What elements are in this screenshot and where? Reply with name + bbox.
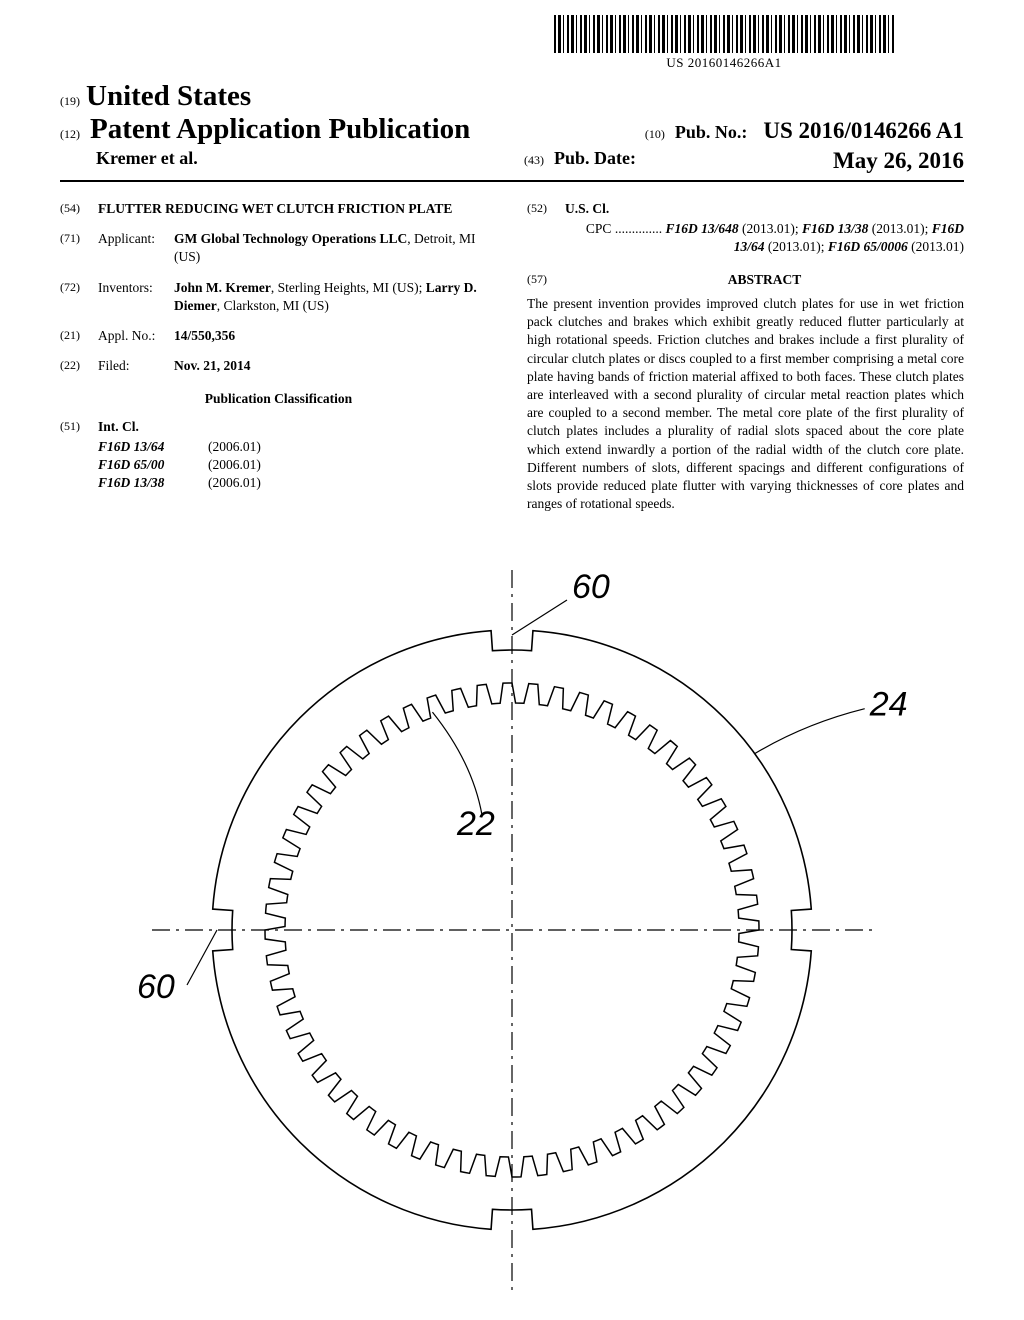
code-19: (19) (60, 94, 80, 109)
pubno-label: Pub. No.: (675, 122, 748, 142)
ipc-year: (2006.01) (208, 456, 261, 474)
ipc-year: (2006.01) (208, 474, 261, 492)
ref-60-top: 60 (572, 568, 610, 606)
code-54: (54) (60, 200, 98, 218)
pubclass-heading: Publication Classification (60, 390, 497, 408)
applno-label: Appl. No.: (98, 327, 174, 345)
field-72: (72) Inventors: John M. Kremer, Sterling… (60, 279, 497, 315)
ref-24: 24 (869, 686, 908, 724)
code-21: (21) (60, 327, 98, 345)
cpc-text: CPC .............. F16D 13/648 (2013.01)… (586, 221, 964, 254)
cpc-code: F16D 13/648 (665, 221, 738, 236)
field-54: (54) FLUTTER REDUCING WET CLUTCH FRICTIO… (60, 200, 497, 218)
code-12: (12) (60, 127, 80, 141)
field-71: (71) Applicant: GM Global Technology Ope… (60, 230, 497, 266)
code-52: (52) (527, 200, 565, 218)
ipc-row: F16D 65/00(2006.01) (98, 456, 497, 474)
code-43: (43) (524, 153, 544, 167)
inventors-header: Kremer et al. (96, 148, 198, 169)
country: United States (86, 80, 251, 113)
code-10: (10) (645, 127, 665, 141)
pubdate-value: May 26, 2016 (833, 148, 964, 174)
publication-type: Patent Application Publication (90, 113, 470, 145)
filed-label: Filed: (98, 357, 174, 375)
code-57: (57) (527, 271, 565, 295)
ref-22: 22 (456, 805, 495, 843)
field-21: (21) Appl. No.: 14/550,356 (60, 327, 497, 345)
right-column: (52) U.S. Cl. CPC .............. F16D 13… (527, 200, 964, 514)
ipc-code: F16D 13/64 (98, 438, 208, 456)
inventor-1-name: John M. Kremer (174, 280, 271, 295)
pubno-value: US 2016/0146266 A1 (763, 118, 964, 143)
applicant-label: Applicant: (98, 230, 174, 266)
barcode-block: US 20160146266A1 (554, 15, 894, 71)
ipc-code: F16D 65/00 (98, 456, 208, 474)
uscl-label: U.S. Cl. (565, 201, 609, 216)
field-57: (57) ABSTRACT (527, 271, 964, 295)
cpc-block: CPC .............. F16D 13/648 (2013.01)… (565, 220, 964, 256)
abstract-body: The present invention provides improved … (527, 295, 964, 514)
ipc-row: F16D 13/64(2006.01) (98, 438, 497, 456)
figure: 60 24 22 60 (0, 550, 1024, 1310)
intcl-label: Int. Cl. (98, 419, 139, 434)
clutch-plate-diagram: 60 24 22 60 (102, 550, 922, 1290)
document-header: (19) United States (12) Patent Applicati… (60, 80, 964, 182)
barcode (554, 15, 894, 53)
content-columns: (54) FLUTTER REDUCING WET CLUTCH FRICTIO… (60, 200, 964, 514)
ipc-year: (2006.01) (208, 438, 261, 456)
filed-value: Nov. 21, 2014 (174, 358, 251, 373)
field-22: (22) Filed: Nov. 21, 2014 (60, 357, 497, 375)
code-22: (22) (60, 357, 98, 375)
cpc-code: F16D 13/38 (802, 221, 868, 236)
ref-60-left: 60 (137, 968, 175, 1006)
applno-value: 14/550,356 (174, 328, 235, 343)
barcode-text: US 20160146266A1 (554, 55, 894, 71)
inventors-label: Inventors: (98, 279, 174, 315)
left-column: (54) FLUTTER REDUCING WET CLUTCH FRICTIO… (60, 200, 497, 514)
abstract-heading: ABSTRACT (565, 271, 964, 289)
ipc-list: F16D 13/64(2006.01)F16D 65/00(2006.01)F1… (98, 438, 497, 493)
code-72: (72) (60, 279, 98, 315)
applicant-name: GM Global Technology Operations LLC (174, 231, 407, 246)
ipc-code: F16D 13/38 (98, 474, 208, 492)
field-52: (52) U.S. Cl. (527, 200, 964, 218)
code-71: (71) (60, 230, 98, 266)
ipc-row: F16D 13/38(2006.01) (98, 474, 497, 492)
cpc-code: F16D 65/0006 (828, 239, 908, 254)
inventor-2-rest: , Clarkston, MI (US) (217, 298, 329, 313)
inventor-1-rest: , Sterling Heights, MI (US); (271, 280, 426, 295)
field-51: (51) Int. Cl. (60, 418, 497, 436)
pubdate-label: Pub. Date: (554, 148, 636, 168)
code-51: (51) (60, 418, 98, 436)
title: FLUTTER REDUCING WET CLUTCH FRICTION PLA… (98, 201, 452, 216)
